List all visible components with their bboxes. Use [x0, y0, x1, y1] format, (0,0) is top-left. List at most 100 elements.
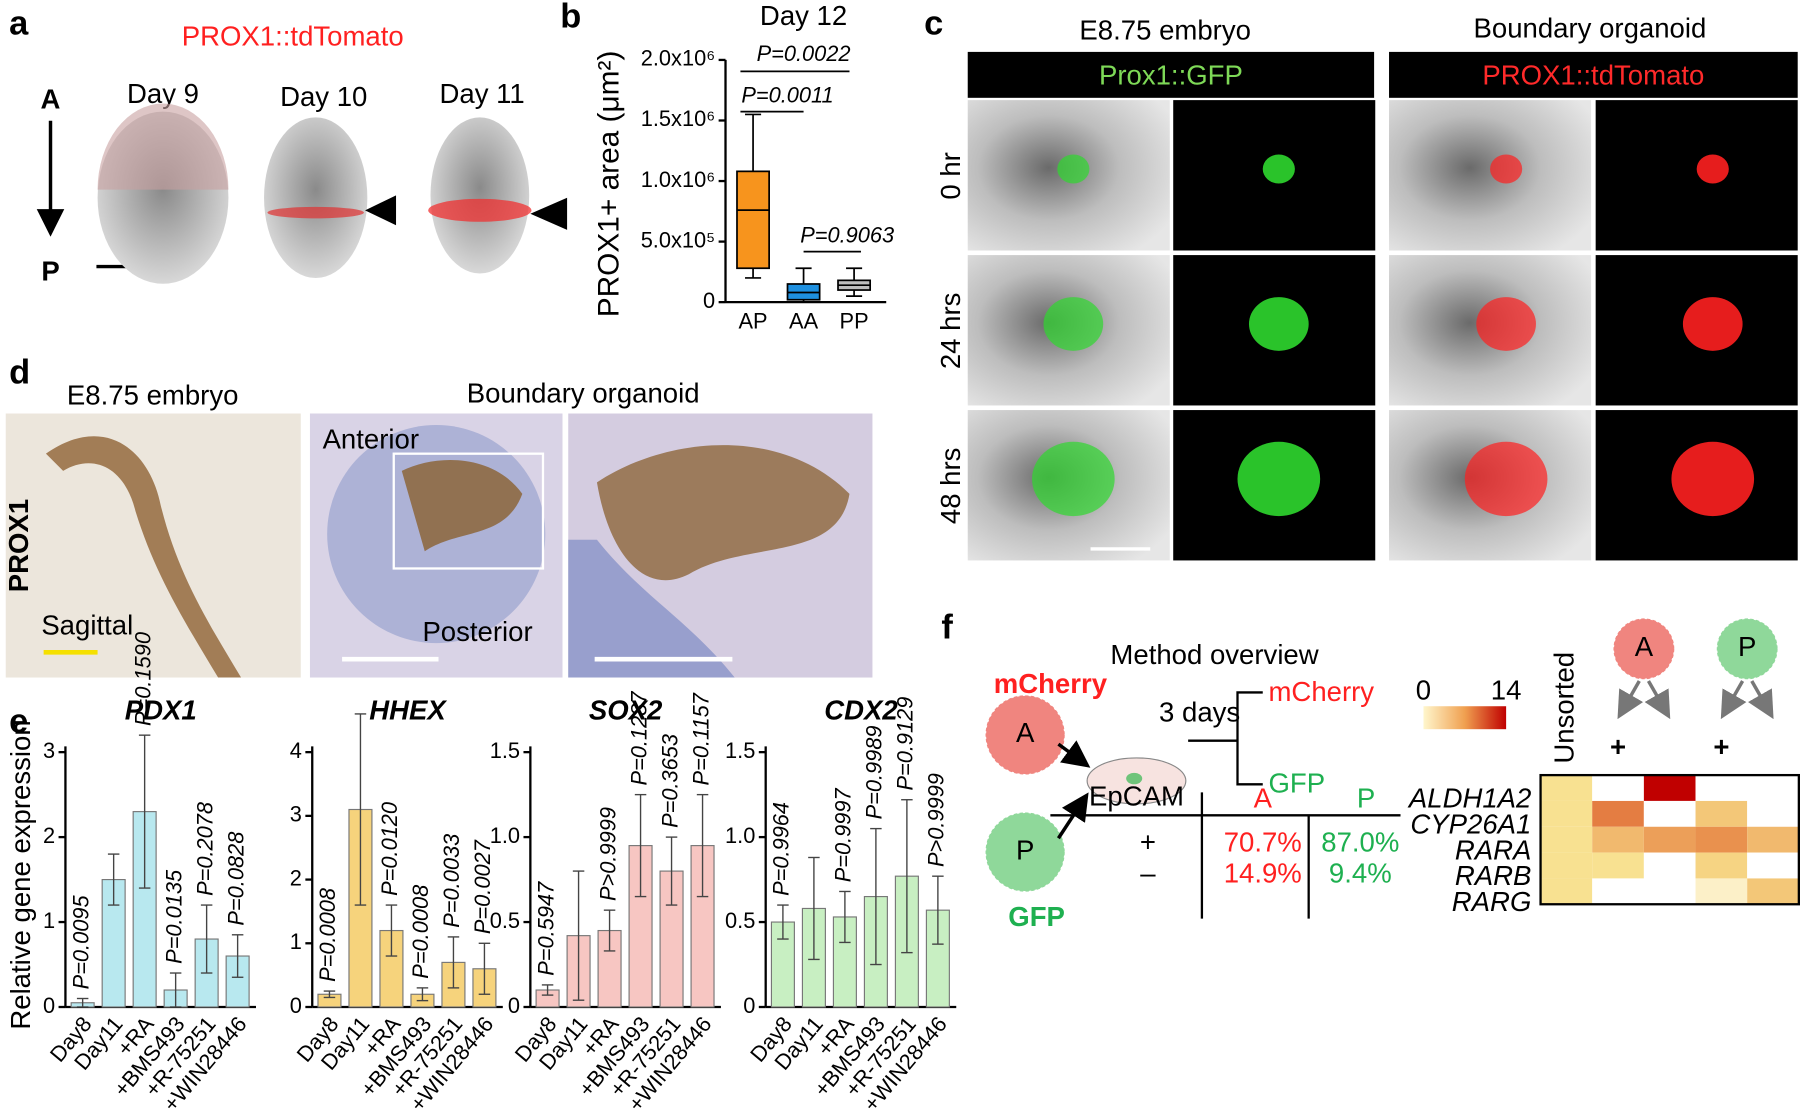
- y-tick-label: 2: [290, 865, 302, 890]
- y-tick-label: 0.5: [490, 908, 520, 933]
- p-value: P=0.0022: [757, 41, 851, 66]
- y-tick-label: 1.5: [725, 738, 755, 763]
- group-label: P: [1738, 631, 1756, 662]
- panel-label: b: [560, 0, 581, 36]
- arrowhead: [530, 197, 568, 230]
- cell-node: [985, 812, 1065, 892]
- table-cell: 70.7%: [1224, 826, 1302, 857]
- axis-label: A: [41, 84, 61, 115]
- stain-label: PROX1: [3, 499, 34, 592]
- row-label: 24 hrs: [935, 293, 966, 370]
- y-tick-label: 2.0x10⁶: [641, 46, 715, 71]
- heatmap-cell: [1643, 826, 1696, 853]
- colorbar: [1423, 706, 1507, 730]
- heatmap-cell: [1592, 800, 1644, 827]
- y-tick-label: 0: [508, 993, 520, 1018]
- chart-title: SOX2: [589, 694, 663, 725]
- y-tick-label: 1: [290, 929, 302, 954]
- chart-title: HHEX: [369, 694, 447, 725]
- heatmap-cell: [1747, 878, 1799, 905]
- panel-title: Method overview: [1110, 639, 1318, 670]
- p-value: P=0.9964: [769, 802, 794, 896]
- fluorescence-signal: [1682, 297, 1743, 351]
- group-node: [1716, 618, 1778, 680]
- heatmap-cell: [1540, 852, 1593, 879]
- colorbar-tick-label: 14: [1491, 675, 1522, 706]
- group-arrow: [1644, 680, 1671, 720]
- chart-title: CDX2: [824, 694, 898, 725]
- panel-label: c: [924, 5, 943, 43]
- embryo-image: [264, 117, 368, 279]
- table-cell: 87.0%: [1321, 826, 1399, 857]
- table-cell: +: [1140, 826, 1156, 857]
- region-label: Anterior: [323, 423, 419, 454]
- axis-label: P: [41, 256, 59, 287]
- microscopy-image: [1595, 100, 1798, 251]
- heatmap-cell: [1643, 878, 1696, 905]
- y-axis-label: PROX1+ area (μm²): [593, 51, 626, 318]
- row-label: RARA: [1455, 834, 1532, 865]
- y-tick-label: 1.0: [725, 823, 755, 848]
- y-tick-label: 3: [43, 738, 55, 763]
- table-cell: 14.9%: [1224, 857, 1302, 888]
- y-tick-label: 0: [743, 993, 755, 1018]
- fluorescence-signal: [1490, 154, 1523, 184]
- y-tick-label: 0.5: [725, 908, 755, 933]
- embryo-image: [97, 103, 229, 190]
- y-tick-label: 1.5x10⁶: [641, 106, 715, 131]
- group-label: A: [1635, 631, 1654, 662]
- microscopy-image: [1389, 100, 1592, 251]
- row-label: 0 hr: [935, 152, 966, 199]
- histology-image: [568, 539, 735, 678]
- y-tick-label: 5.0x10⁵: [641, 227, 715, 252]
- arrow: [1056, 792, 1089, 840]
- p-value: P=0.9063: [800, 222, 894, 247]
- group-arrow: [1720, 680, 1747, 720]
- box: [736, 170, 770, 270]
- heatmap-cell: [1540, 775, 1593, 801]
- table-header: EpCAM: [1089, 780, 1184, 811]
- p-value: P=0.9129: [893, 697, 918, 791]
- heatmap-cell: [1695, 775, 1748, 801]
- group-node: [1613, 618, 1675, 680]
- p-value: P=0.1287: [626, 691, 651, 786]
- group-arrow: [1747, 680, 1774, 720]
- column-label: +: [1610, 731, 1626, 762]
- panel-label: f: [941, 608, 953, 646]
- heatmap-cell: [1643, 775, 1696, 801]
- split-arrow: [1188, 691, 1263, 786]
- p-value: P=0.1590: [130, 632, 155, 726]
- fluorescence-signal: [1464, 441, 1548, 517]
- p-value: P=0.0027: [470, 839, 495, 934]
- x-tick-label: AA: [789, 309, 819, 334]
- group-arrow: [1617, 680, 1644, 720]
- heatmap-cell: [1747, 800, 1799, 827]
- histology-image: [45, 436, 242, 678]
- node-label: P: [1016, 834, 1034, 865]
- p-value: P=0.9989: [862, 725, 887, 819]
- p-value: P=0.5947: [533, 881, 558, 976]
- channel-label: PROX1::tdTomato: [1482, 59, 1704, 90]
- panel-title: E8.75 embryo: [67, 380, 238, 411]
- y-tick-label: 2: [43, 823, 55, 848]
- panel-label: e: [9, 703, 28, 741]
- fluorescence-signal: [1248, 297, 1309, 351]
- chart-title: PDX1: [125, 694, 197, 725]
- day-label: Day 11: [440, 78, 525, 109]
- heatmap-cell: [1643, 800, 1696, 827]
- heatmap-cell: [1643, 852, 1696, 879]
- heatmap-cell: [1540, 826, 1593, 853]
- panel-title: Boundary organoid: [467, 377, 700, 408]
- y-tick-label: 3: [290, 802, 302, 827]
- heatmap-cell: [1747, 826, 1799, 853]
- heatmap-cell: [1592, 826, 1644, 853]
- culture-dish: [1126, 772, 1143, 785]
- p-value: P=0.1157: [688, 692, 713, 785]
- panel-label: a: [9, 5, 29, 43]
- chart-title: Day 12: [760, 0, 847, 31]
- heatmap-cell: [1540, 878, 1593, 905]
- y-tick-label: 0: [290, 993, 302, 1018]
- p-value: P=0.0011: [741, 82, 833, 107]
- heatmap-frame: [1539, 773, 1800, 906]
